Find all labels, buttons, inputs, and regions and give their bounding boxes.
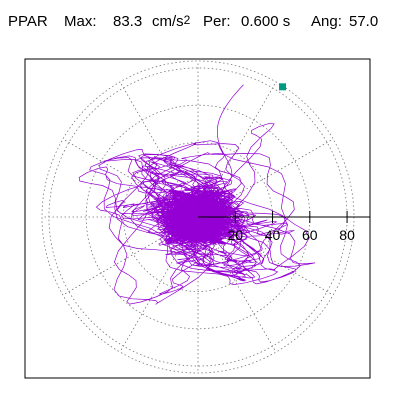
station-code: PPAR <box>8 13 48 30</box>
max-amplitude-marker <box>279 83 287 91</box>
plot-frame <box>24 58 371 379</box>
particle-motion-trace <box>78 83 316 305</box>
angle-value: 57.0 <box>349 13 379 30</box>
radial-tick-label-40: 40 <box>265 227 281 243</box>
plot-header: PPAR Max: 83.3 cm/s 2 Per: 0.600 s Ang: 5… <box>0 13 400 43</box>
max-value: 83.3 <box>113 13 143 30</box>
radial-tick-label-20: 20 <box>227 227 243 243</box>
max-label: Max: <box>64 13 97 30</box>
radial-tick-label-60: 60 <box>302 227 318 243</box>
angle-label: Ang: <box>311 13 342 30</box>
period-value: 0.600 s <box>241 13 291 30</box>
period-label: Per: <box>203 13 231 30</box>
max-unit-exponent: 2 <box>183 13 191 27</box>
radial-axis: 20 40 60 80 <box>198 211 370 243</box>
max-unit: cm/s 2 <box>152 13 190 30</box>
radial-tick-label-80: 80 <box>339 227 355 243</box>
max-unit-text: cm/s <box>152 13 184 30</box>
orbit-trace <box>78 84 316 305</box>
